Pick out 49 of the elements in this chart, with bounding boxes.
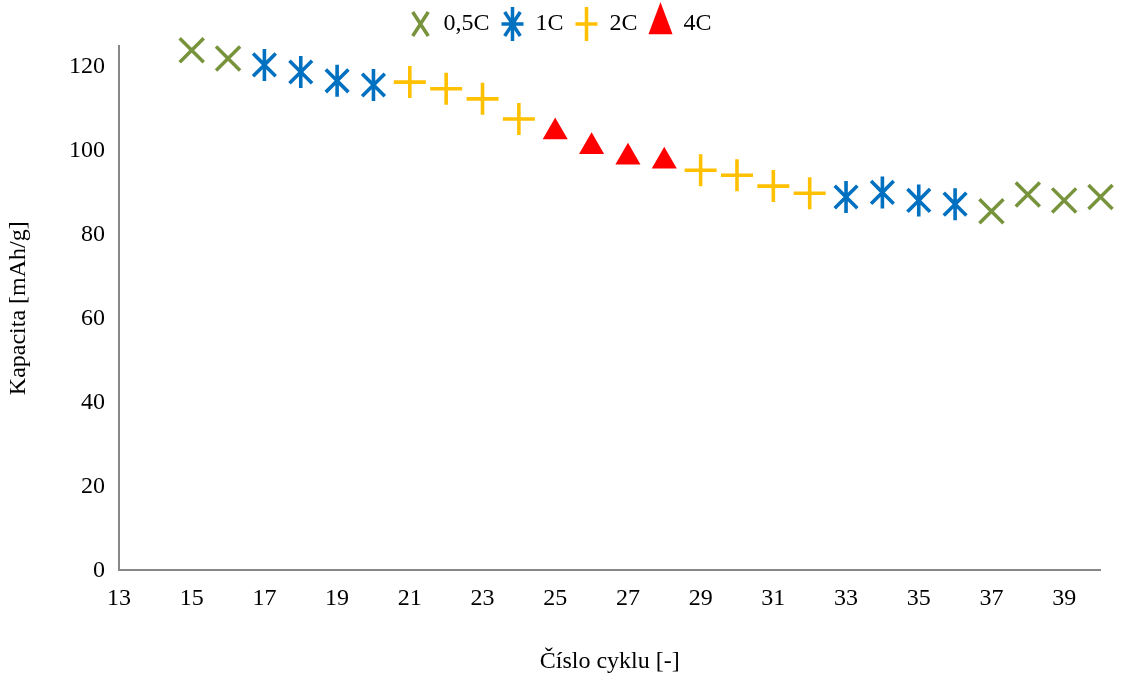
point: [324, 64, 350, 97]
point: [833, 181, 859, 214]
y-tick-label: 120: [69, 52, 105, 79]
point: [177, 36, 206, 64]
point: [360, 69, 387, 102]
point: [466, 82, 499, 115]
point: [869, 176, 895, 209]
x-tick-label: 15: [179, 584, 204, 611]
y-tick-label: 80: [81, 220, 105, 247]
y-tick-label: 100: [69, 136, 105, 163]
y-axis-title: Kapacita [mAh/g]: [3, 221, 30, 396]
y-tick-label: 0: [93, 555, 105, 582]
point: [1086, 183, 1115, 211]
legend-label: 1C: [535, 9, 564, 36]
x-tick-label: 17: [252, 584, 277, 611]
point: [214, 44, 242, 73]
point: [757, 170, 790, 203]
point: [288, 56, 314, 89]
point: [502, 103, 535, 135]
point: [977, 197, 1006, 226]
point: [1050, 186, 1078, 215]
x-tick-label: 25: [543, 584, 568, 611]
point: [720, 159, 753, 192]
x-tick-label: 29: [688, 584, 713, 611]
point: [793, 177, 826, 210]
legend-label: 2C: [609, 9, 638, 36]
x-axis-title: Číslo cyklu [-]: [539, 646, 680, 673]
point: [430, 72, 463, 105]
point: [906, 184, 932, 217]
x-tick-label: 35: [906, 584, 931, 611]
y-tick-label: 40: [81, 387, 105, 414]
legend-label: 4C: [683, 9, 712, 36]
x-tick-label: 19: [325, 584, 350, 611]
x-tick-label: 37: [979, 584, 1004, 611]
x-tick-label: 23: [470, 584, 495, 611]
point: [1014, 180, 1042, 209]
point: [942, 188, 968, 221]
point: [684, 154, 717, 187]
x-tick-label: 31: [761, 584, 786, 611]
point: [251, 48, 277, 81]
legend-label: 0,5C: [443, 9, 490, 36]
x-tick-label: 39: [1052, 584, 1077, 611]
x-tick-label: 21: [397, 584, 422, 611]
x-tick-label: 13: [107, 584, 131, 611]
point: [393, 66, 426, 99]
x-tick-label: 33: [834, 584, 859, 611]
y-tick-label: 20: [81, 471, 105, 498]
x-tick-label: 27: [615, 584, 640, 611]
y-tick-label: 60: [81, 303, 105, 330]
